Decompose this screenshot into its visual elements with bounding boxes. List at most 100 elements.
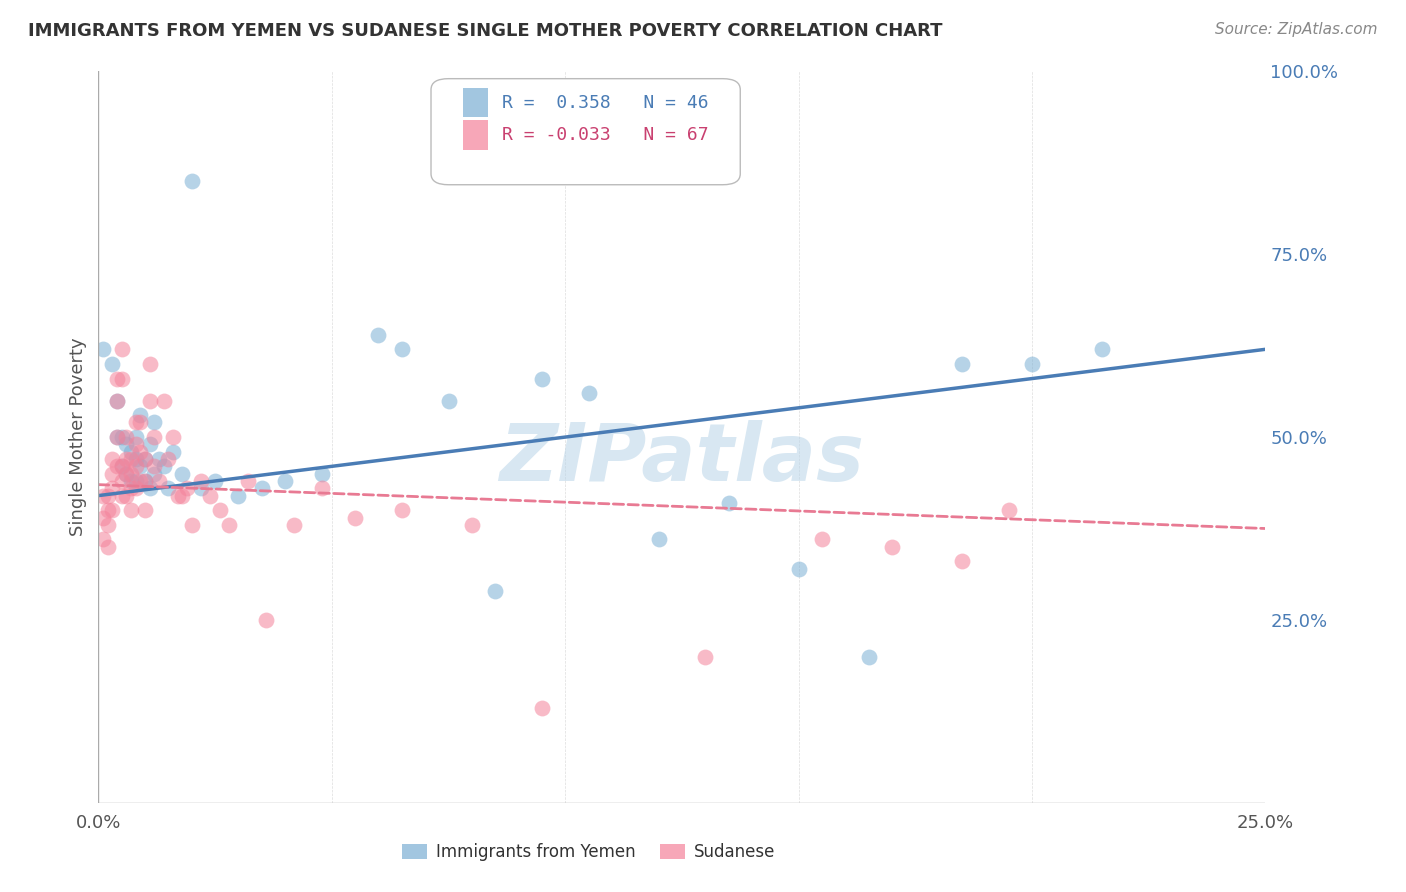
Point <box>787 562 810 576</box>
Point <box>143 416 166 430</box>
FancyBboxPatch shape <box>463 88 488 118</box>
Point <box>91 510 114 524</box>
Point <box>344 510 367 524</box>
Point <box>101 467 124 481</box>
Point <box>97 517 120 532</box>
Point <box>950 357 973 371</box>
Point <box>120 474 142 488</box>
Point <box>200 489 222 503</box>
Point <box>997 503 1019 517</box>
Point <box>97 540 120 554</box>
Point <box>148 452 170 467</box>
Point <box>139 393 162 408</box>
Point <box>97 489 120 503</box>
Point <box>91 489 114 503</box>
Point <box>105 430 128 444</box>
Point <box>190 474 212 488</box>
Point <box>105 393 128 408</box>
Point <box>218 517 240 532</box>
Point <box>1021 357 1043 371</box>
Point <box>152 393 174 408</box>
FancyBboxPatch shape <box>463 120 488 150</box>
Point <box>111 343 134 357</box>
Point <box>125 416 148 430</box>
Point <box>120 452 142 467</box>
Point <box>129 459 152 474</box>
Point <box>105 430 128 444</box>
Point <box>208 503 231 517</box>
Point <box>391 503 413 517</box>
Point <box>139 437 162 451</box>
Text: R =  0.358   N = 46: R = 0.358 N = 46 <box>502 94 709 112</box>
Point <box>391 343 413 357</box>
Point <box>105 371 128 385</box>
Point <box>120 503 142 517</box>
Point <box>125 459 148 474</box>
Point <box>134 452 156 467</box>
Point <box>461 517 484 532</box>
Point <box>274 474 297 488</box>
Point <box>162 430 184 444</box>
Point <box>283 517 305 532</box>
Point <box>120 481 142 495</box>
Point <box>111 489 134 503</box>
Point <box>695 649 717 664</box>
Point <box>101 357 124 371</box>
Point <box>129 444 152 458</box>
Point <box>484 583 506 598</box>
Point <box>157 481 180 495</box>
Point <box>1091 343 1114 357</box>
Point <box>530 371 553 385</box>
Point <box>139 481 162 495</box>
Point <box>256 613 278 627</box>
Point <box>125 474 148 488</box>
Point <box>134 474 156 488</box>
Point <box>717 496 740 510</box>
FancyBboxPatch shape <box>432 78 741 185</box>
Point <box>166 489 188 503</box>
Point <box>437 393 460 408</box>
Point <box>134 452 156 467</box>
Point <box>134 474 156 488</box>
Point <box>125 437 148 451</box>
Point <box>129 408 152 422</box>
Text: R = -0.033   N = 67: R = -0.033 N = 67 <box>502 126 709 144</box>
Point <box>111 371 134 385</box>
Point <box>311 467 333 481</box>
Point <box>115 467 138 481</box>
Point <box>530 700 553 714</box>
Point <box>115 437 138 451</box>
Point <box>97 503 120 517</box>
Point <box>139 357 162 371</box>
Point <box>143 467 166 481</box>
Text: IMMIGRANTS FROM YEMEN VS SUDANESE SINGLE MOTHER POVERTY CORRELATION CHART: IMMIGRANTS FROM YEMEN VS SUDANESE SINGLE… <box>28 22 942 40</box>
Point <box>204 474 226 488</box>
Point <box>120 444 142 458</box>
Point <box>311 481 333 495</box>
Point <box>101 481 124 495</box>
Point <box>157 452 180 467</box>
Point <box>115 489 138 503</box>
Point <box>647 533 669 547</box>
Point <box>115 452 138 467</box>
Point <box>134 503 156 517</box>
Point <box>950 554 973 568</box>
Text: Source: ZipAtlas.com: Source: ZipAtlas.com <box>1215 22 1378 37</box>
Point <box>125 430 148 444</box>
Point <box>143 459 166 474</box>
Point <box>176 481 198 495</box>
Point <box>180 174 202 188</box>
Point <box>190 481 212 495</box>
Point <box>152 459 174 474</box>
Point <box>111 459 134 474</box>
Point <box>228 489 250 503</box>
Legend: Immigrants from Yemen, Sudanese: Immigrants from Yemen, Sudanese <box>395 837 782 868</box>
Point <box>162 444 184 458</box>
Point <box>858 649 880 664</box>
Point <box>111 459 134 474</box>
Point <box>143 430 166 444</box>
Point <box>125 452 148 467</box>
Point <box>129 416 152 430</box>
Point <box>101 503 124 517</box>
Point <box>880 540 903 554</box>
